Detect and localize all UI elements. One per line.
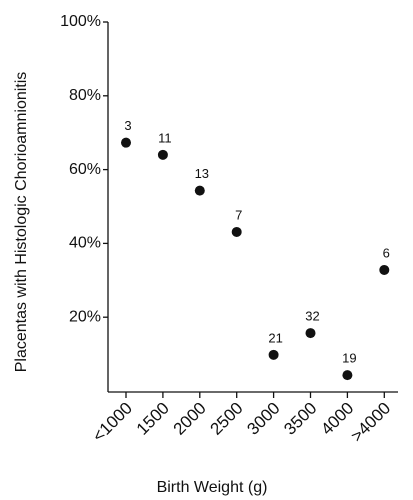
x-tick-label: 2500 [207, 399, 247, 439]
point [121, 137, 131, 148]
point [342, 370, 353, 381]
point [305, 328, 316, 339]
y-axis-title: Placentas with Histologic Chorioamnionit… [13, 72, 30, 373]
y-tick-label: 80% [69, 87, 101, 104]
x-tick-label: 3000 [243, 399, 283, 439]
point-label: 13 [195, 166, 209, 181]
x-tick-label: 1500 [133, 399, 173, 439]
point-label: 19 [342, 351, 356, 366]
point-label: 7 [235, 207, 242, 222]
x-tick-label: >4000 [347, 399, 394, 446]
point [194, 185, 205, 196]
x-tick-label: <1000 [89, 399, 136, 446]
x-tick-label: 3500 [280, 399, 320, 439]
x-tick-label: 2000 [170, 399, 210, 439]
y-tick-label: 40% [69, 235, 101, 252]
x-axis-title: Birth Weight (g) [157, 479, 268, 496]
y-tick-label: 60% [69, 161, 101, 178]
point-label: 11 [158, 130, 172, 145]
y-tick-label: 20% [69, 308, 101, 325]
point-label: 3 [124, 118, 131, 133]
point [268, 349, 279, 360]
y-tick-label: 100% [60, 13, 101, 30]
point [231, 226, 242, 237]
point [157, 149, 168, 160]
point-label: 6 [383, 245, 390, 260]
point-label: 32 [305, 309, 319, 324]
point [379, 264, 390, 275]
point-label: 21 [268, 330, 282, 345]
